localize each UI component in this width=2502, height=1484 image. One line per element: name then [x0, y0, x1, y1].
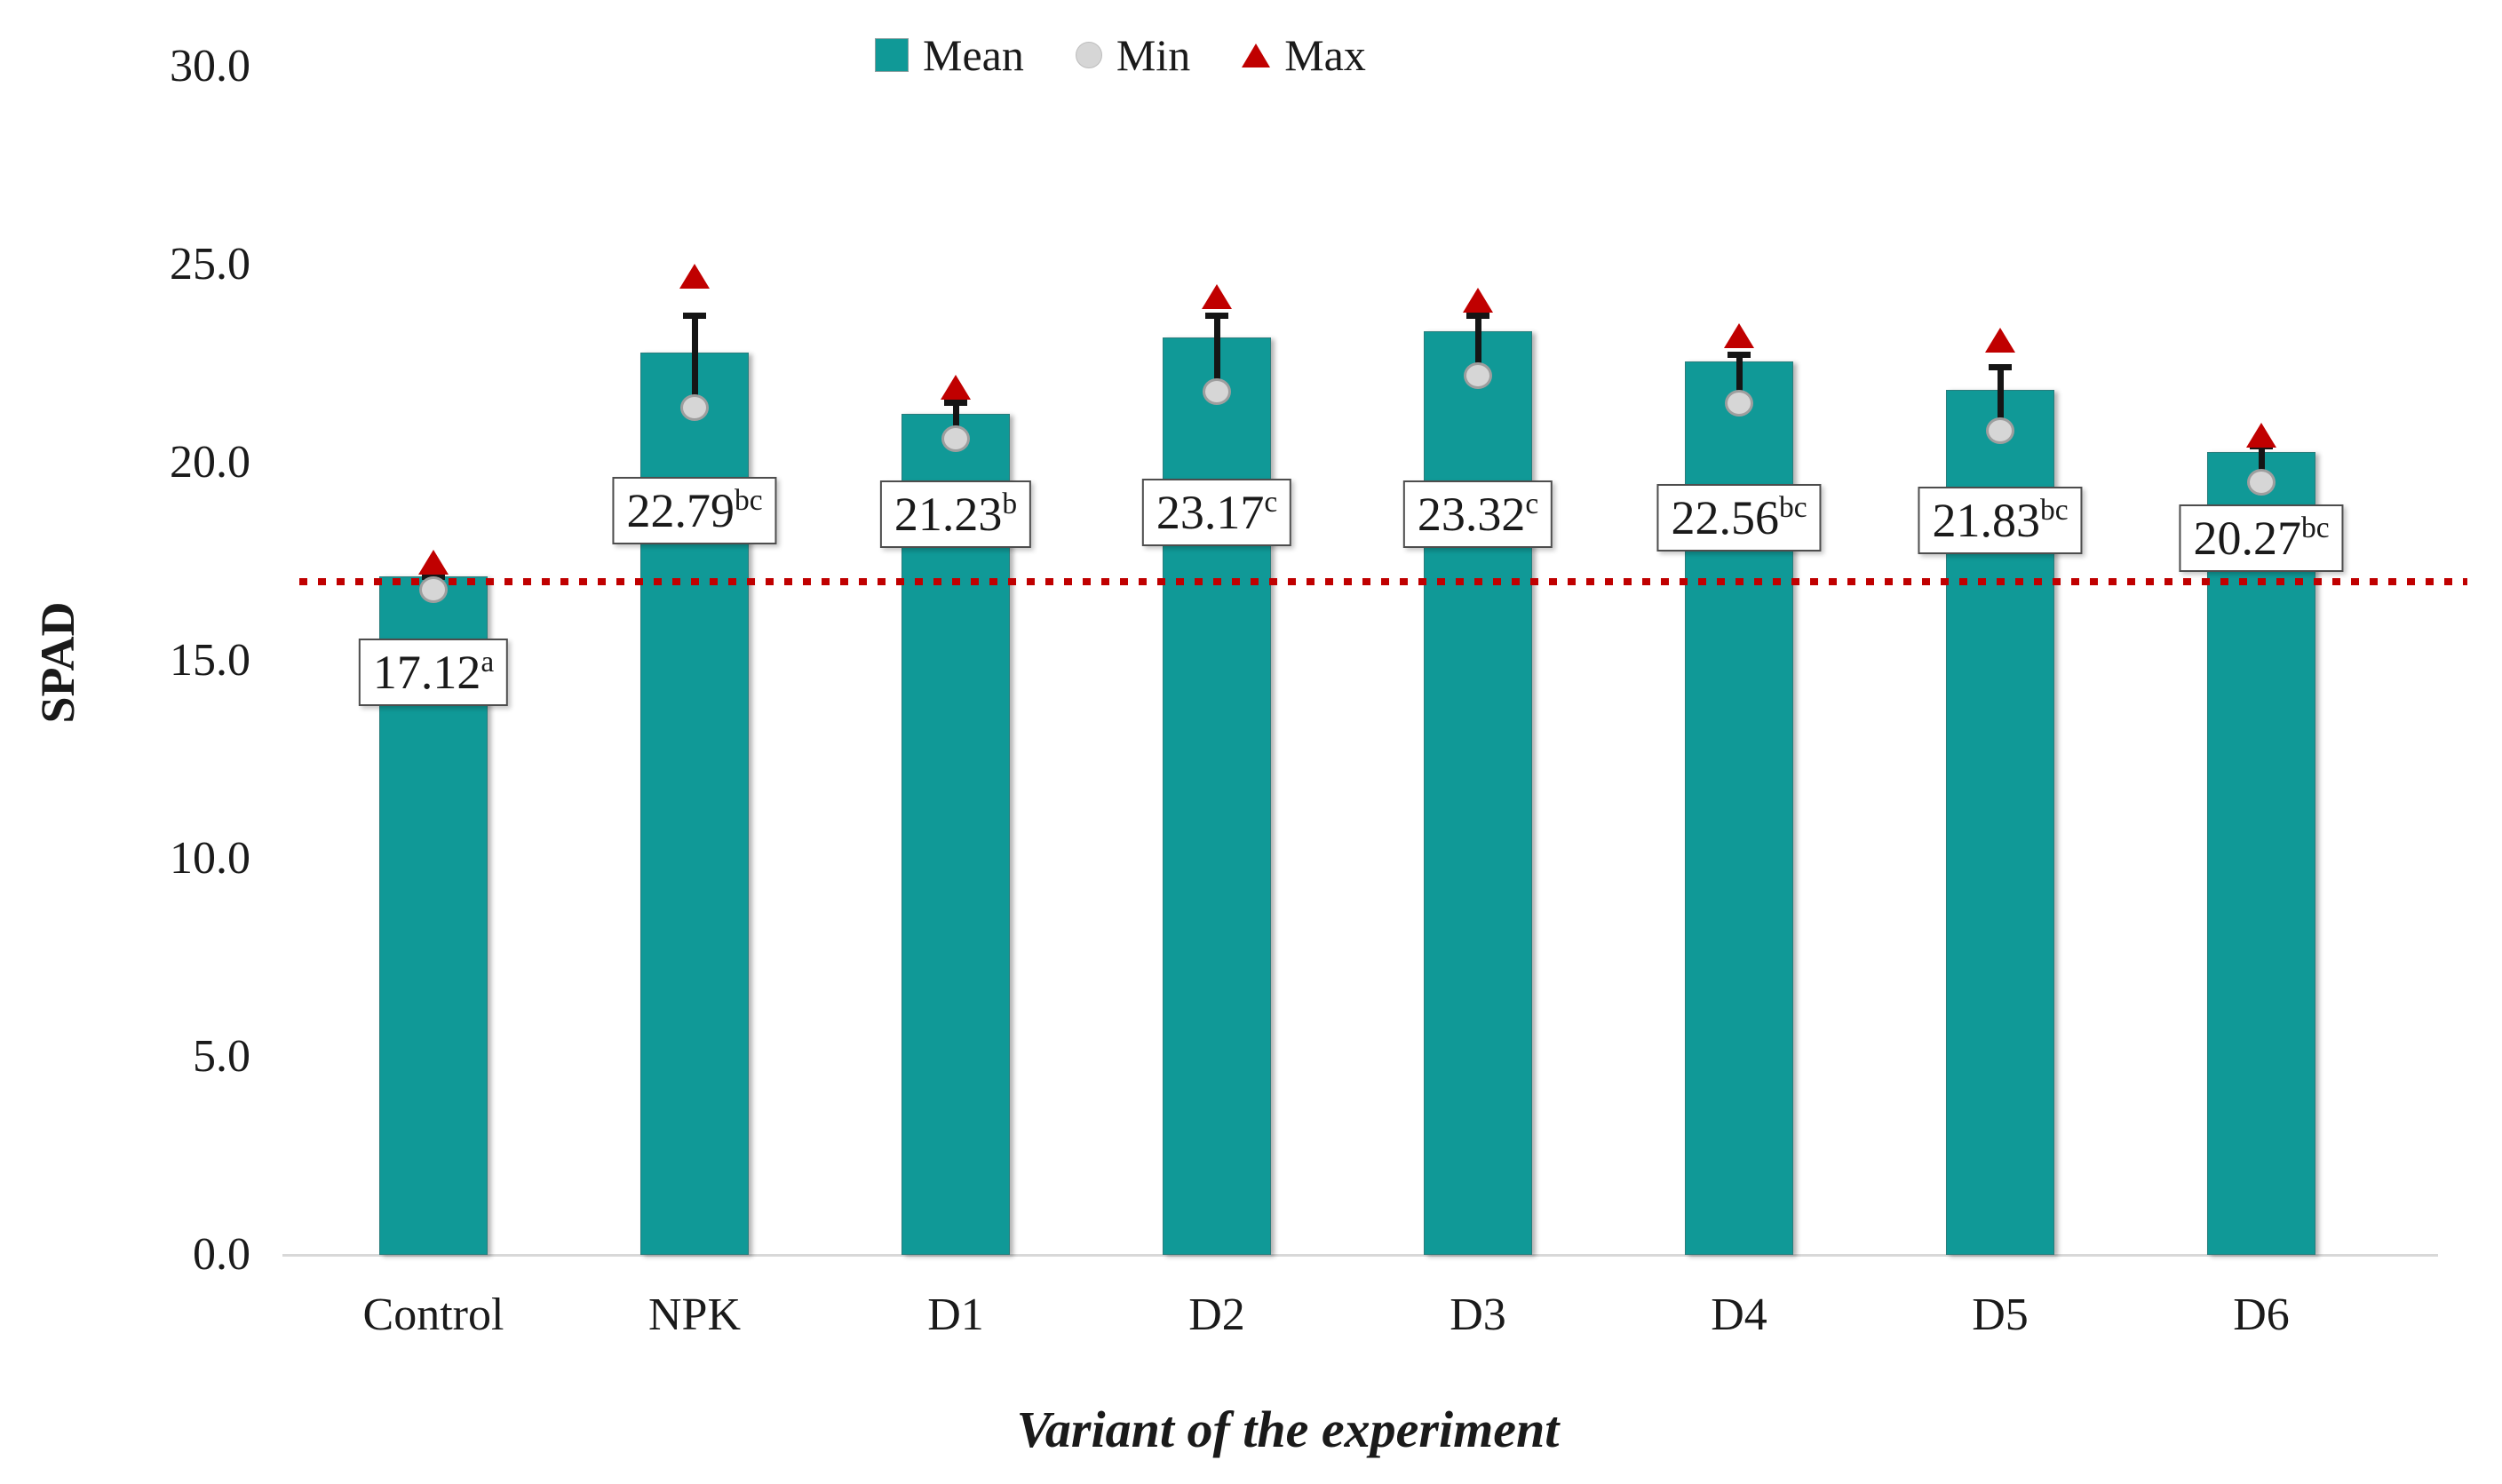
bar-d2 [1163, 337, 1271, 1255]
error-bar-cap [1989, 363, 2012, 370]
max-marker-icon [1724, 323, 1754, 349]
error-bar-cap [1205, 312, 1228, 319]
value-label: 22.79bc [612, 476, 777, 544]
bar-d3 [1424, 330, 1532, 1255]
legend-item-min: Min [1075, 30, 1191, 80]
error-bar-cap [944, 399, 967, 406]
x-category-label: D5 [1972, 1290, 2029, 1340]
bar-d1 [902, 414, 1010, 1255]
min-marker-icon [2247, 469, 2276, 496]
mean-square-icon [875, 38, 909, 72]
y-tick-label: 20.0 [170, 437, 250, 488]
y-tick-label: 15.0 [170, 635, 250, 686]
x-category-label: Control [362, 1290, 504, 1340]
error-bar [952, 399, 959, 440]
error-bar-cap [1466, 312, 1489, 319]
max-marker-icon [418, 549, 449, 575]
error-bar [1736, 352, 1743, 404]
error-bar [1997, 363, 2004, 432]
min-marker-icon [1203, 377, 1231, 405]
reference-line [299, 577, 2467, 585]
bar-d6 [2207, 451, 2315, 1255]
min-marker-icon [680, 393, 709, 421]
max-marker-icon [679, 264, 710, 290]
x-category-label: NPK [647, 1290, 742, 1340]
error-bar [691, 312, 698, 408]
legend-min-label: Min [1116, 30, 1191, 80]
value-label: 23.17c [1141, 478, 1292, 546]
x-category-label: D6 [2233, 1290, 2290, 1340]
x-category-label: D3 [1450, 1290, 1506, 1340]
max-marker-icon [1202, 283, 1232, 309]
legend: Mean Min Max [875, 30, 1366, 80]
max-marker-icon [1463, 288, 1493, 313]
legend-mean-label: Mean [923, 30, 1024, 80]
error-bar-cap [683, 312, 706, 319]
max-marker-icon [941, 375, 971, 401]
y-tick-label: 30.0 [170, 41, 250, 91]
value-label: 22.56bc [1656, 484, 1822, 552]
value-label: 21.83bc [1918, 486, 2083, 554]
min-circle-icon [1075, 42, 1102, 68]
x-axis-title: Variant of the experiment [1016, 1401, 1560, 1458]
legend-max-label: Max [1284, 30, 1366, 80]
min-marker-icon [941, 425, 970, 453]
x-axis-line [282, 1254, 2438, 1257]
value-label: 23.32c [1402, 480, 1553, 548]
y-tick-label: 10.0 [170, 833, 250, 884]
y-tick-label: 0.0 [193, 1229, 250, 1280]
error-bar [1474, 312, 1481, 376]
legend-item-max: Max [1242, 30, 1366, 80]
min-marker-icon [1464, 361, 1492, 389]
x-category-label: D1 [927, 1290, 984, 1340]
max-triangle-icon [1242, 43, 1271, 67]
min-marker-icon [419, 575, 448, 603]
x-category-label: D2 [1188, 1290, 1245, 1340]
error-bar [1213, 312, 1220, 392]
error-bar-cap [1728, 352, 1751, 359]
value-label: 20.27bc [2179, 504, 2344, 572]
max-marker-icon [1985, 327, 2015, 353]
max-marker-icon [2246, 422, 2276, 448]
min-marker-icon [1986, 417, 2014, 445]
x-category-label: D4 [1711, 1290, 1767, 1340]
y-tick-label: 25.0 [170, 239, 250, 290]
value-label: 21.23b [879, 480, 1032, 548]
min-marker-icon [1725, 390, 1753, 417]
y-tick-label: 5.0 [193, 1031, 250, 1082]
value-label: 17.12a [358, 639, 509, 707]
legend-item-mean: Mean [875, 30, 1024, 80]
error-bar [2258, 442, 2265, 483]
